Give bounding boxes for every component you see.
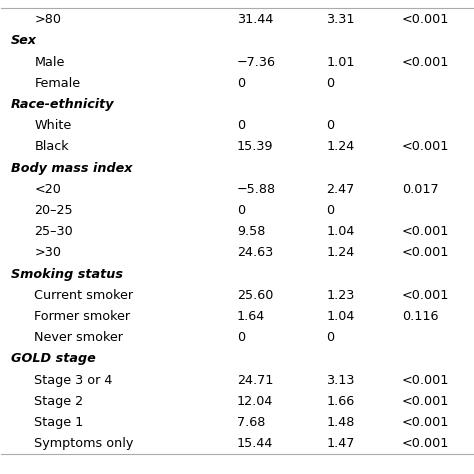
Text: Symptoms only: Symptoms only — [35, 438, 134, 450]
Text: 1.24: 1.24 — [327, 140, 355, 154]
Text: 0.017: 0.017 — [402, 183, 438, 196]
Text: 0.116: 0.116 — [402, 310, 438, 323]
Text: 1.04: 1.04 — [327, 225, 355, 238]
Text: Current smoker: Current smoker — [35, 289, 134, 302]
Text: Never smoker: Never smoker — [35, 331, 123, 344]
Text: 1.64: 1.64 — [237, 310, 265, 323]
Text: 24.71: 24.71 — [237, 374, 273, 387]
Text: White: White — [35, 119, 72, 132]
Text: 15.39: 15.39 — [237, 140, 273, 154]
Text: 0: 0 — [327, 331, 335, 344]
Text: 25–30: 25–30 — [35, 225, 73, 238]
Text: <0.001: <0.001 — [402, 416, 449, 429]
Text: 3.31: 3.31 — [327, 13, 355, 26]
Text: 0: 0 — [237, 119, 245, 132]
Text: 3.13: 3.13 — [327, 374, 355, 387]
Text: 9.58: 9.58 — [237, 225, 265, 238]
Text: <0.001: <0.001 — [402, 395, 449, 408]
Text: 24.63: 24.63 — [237, 246, 273, 259]
Text: 0: 0 — [327, 77, 335, 90]
Text: <0.001: <0.001 — [402, 55, 449, 69]
Text: >80: >80 — [35, 13, 61, 26]
Text: Stage 2: Stage 2 — [35, 395, 83, 408]
Text: 1.24: 1.24 — [327, 246, 355, 259]
Text: 25.60: 25.60 — [237, 289, 273, 302]
Text: 1.23: 1.23 — [327, 289, 355, 302]
Text: 1.04: 1.04 — [327, 310, 355, 323]
Text: 1.66: 1.66 — [327, 395, 355, 408]
Text: 15.44: 15.44 — [237, 438, 273, 450]
Text: −7.36: −7.36 — [237, 55, 276, 69]
Text: <20: <20 — [35, 183, 61, 196]
Text: Race-ethnicity: Race-ethnicity — [11, 98, 114, 111]
Text: 1.47: 1.47 — [327, 438, 355, 450]
Text: <0.001: <0.001 — [402, 13, 449, 26]
Text: Stage 3 or 4: Stage 3 or 4 — [35, 374, 113, 387]
Text: GOLD stage: GOLD stage — [11, 353, 96, 365]
Text: 1.48: 1.48 — [327, 416, 355, 429]
Text: Female: Female — [35, 77, 81, 90]
Text: 31.44: 31.44 — [237, 13, 273, 26]
Text: <0.001: <0.001 — [402, 246, 449, 259]
Text: <0.001: <0.001 — [402, 225, 449, 238]
Text: Body mass index: Body mass index — [11, 162, 132, 174]
Text: 12.04: 12.04 — [237, 395, 273, 408]
Text: <0.001: <0.001 — [402, 140, 449, 154]
Text: 0: 0 — [237, 77, 245, 90]
Text: Smoking status: Smoking status — [11, 268, 123, 281]
Text: <0.001: <0.001 — [402, 374, 449, 387]
Text: 0: 0 — [237, 204, 245, 217]
Text: 0: 0 — [237, 331, 245, 344]
Text: <0.001: <0.001 — [402, 289, 449, 302]
Text: Sex: Sex — [11, 35, 37, 47]
Text: 0: 0 — [327, 119, 335, 132]
Text: Former smoker: Former smoker — [35, 310, 130, 323]
Text: 7.68: 7.68 — [237, 416, 265, 429]
Text: >30: >30 — [35, 246, 61, 259]
Text: Black: Black — [35, 140, 69, 154]
Text: Male: Male — [35, 55, 65, 69]
Text: 0: 0 — [327, 204, 335, 217]
Text: <0.001: <0.001 — [402, 438, 449, 450]
Text: Stage 1: Stage 1 — [35, 416, 83, 429]
Text: −5.88: −5.88 — [237, 183, 276, 196]
Text: 1.01: 1.01 — [327, 55, 355, 69]
Text: 2.47: 2.47 — [327, 183, 355, 196]
Text: 20–25: 20–25 — [35, 204, 73, 217]
